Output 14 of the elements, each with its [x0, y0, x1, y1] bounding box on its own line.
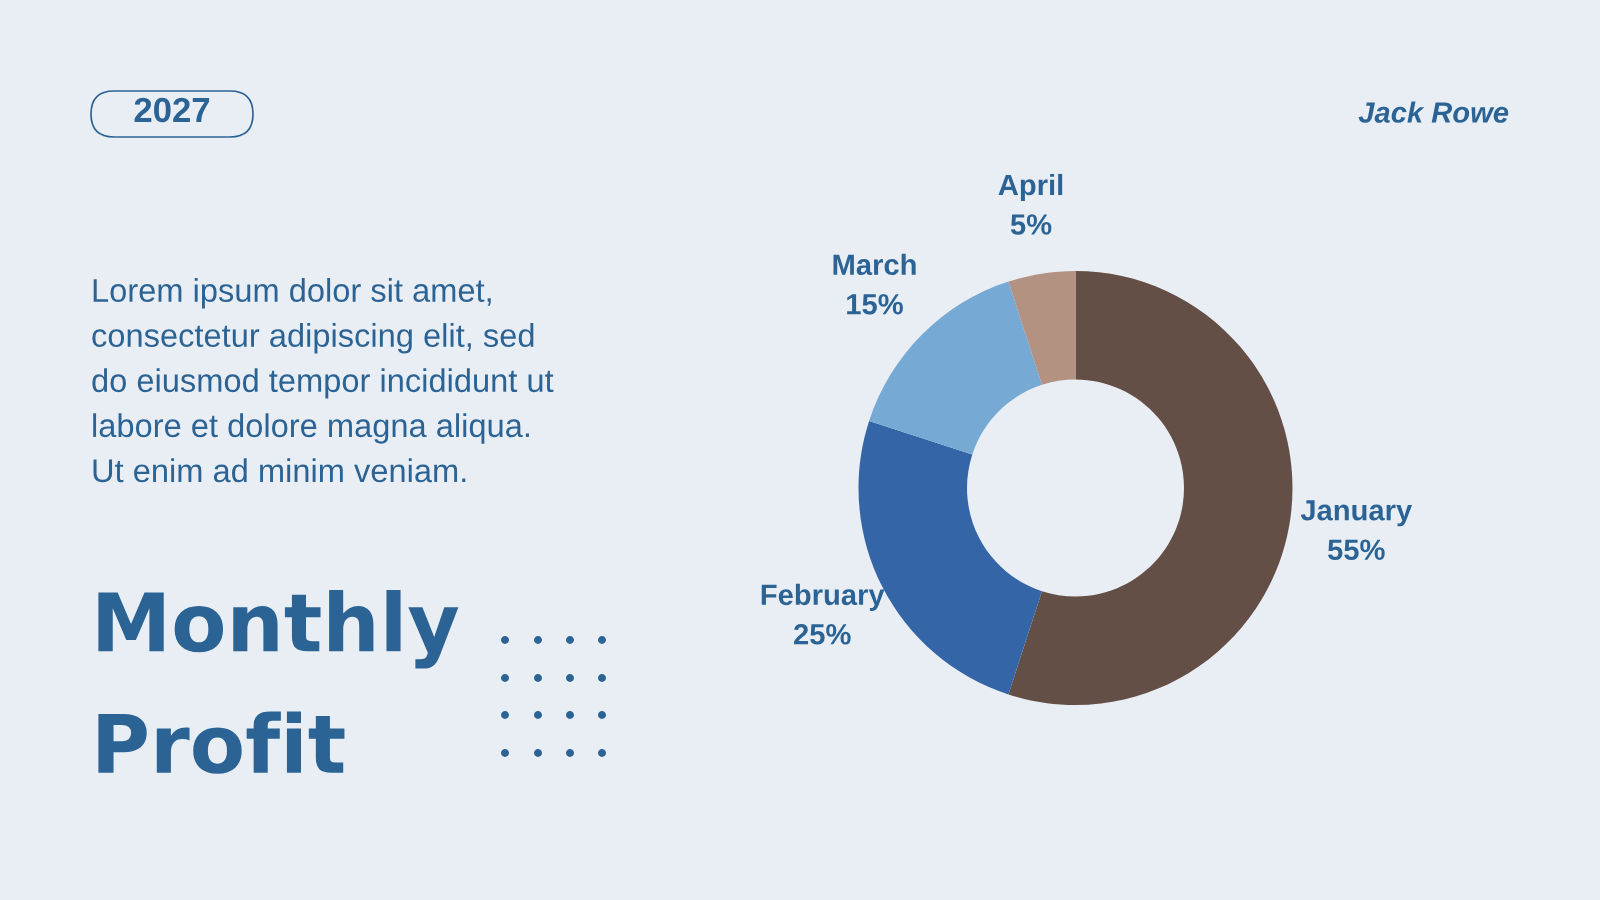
data-label: 25% — [794, 623, 851, 645]
data-label: 15% — [847, 293, 903, 315]
slice-label: January — [1300, 500, 1413, 527]
slice-label: February — [761, 583, 885, 611]
text: Jack Rowe — [1358, 101, 1509, 123]
data-label: 55% — [1327, 539, 1385, 561]
slice-label: April — [998, 173, 1063, 202]
text: Lorem ipsum dolor sit amet, consectetur adipiscing elit, sed do eiusmod tempor incididunt ut labore et dolore magna aliqua. Ut enim ad minim veniam. — [92, 278, 554, 483]
data-label: 5% — [1010, 214, 1052, 235]
donut-slice — [1008, 271, 1293, 705]
text: Monthly Profit — [98, 590, 459, 774]
slice-label: March — [833, 253, 916, 276]
donut-slice — [1008, 271, 1076, 385]
text: 2027 — [134, 97, 210, 123]
